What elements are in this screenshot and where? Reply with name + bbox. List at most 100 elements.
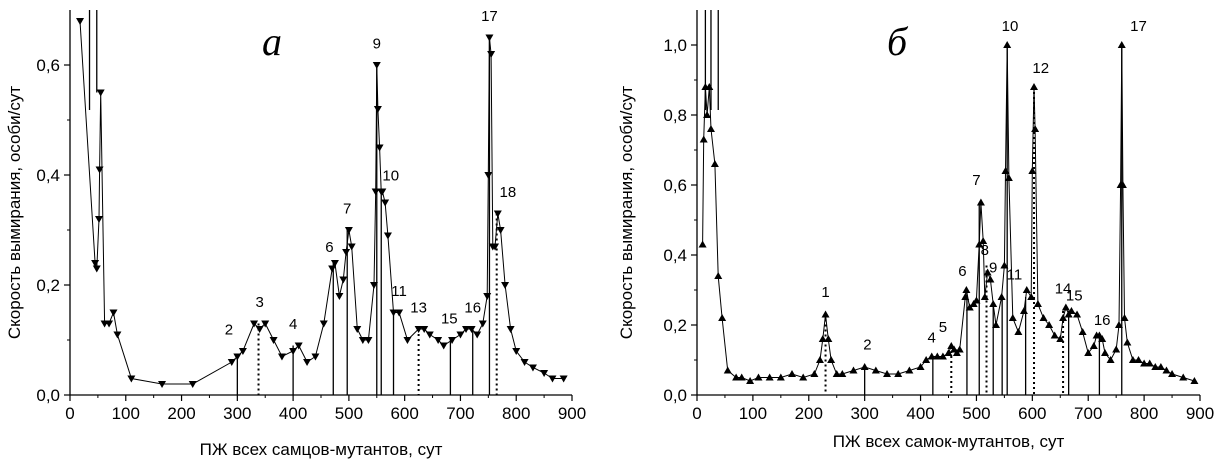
data-point xyxy=(1106,356,1115,363)
data-point xyxy=(927,352,936,360)
data-point xyxy=(330,260,339,267)
x-tick-label: 0 xyxy=(65,404,74,423)
data-point xyxy=(91,260,100,267)
peak-label: 3 xyxy=(255,294,263,311)
data-point xyxy=(373,106,382,113)
data-point xyxy=(754,373,763,381)
data-point xyxy=(311,353,320,361)
data-point xyxy=(484,172,493,179)
data-point xyxy=(765,373,774,381)
data-point xyxy=(269,337,278,344)
data-point xyxy=(746,377,755,384)
x-tick-label: 400 xyxy=(906,404,934,423)
data-point xyxy=(1117,41,1126,48)
series-line xyxy=(79,20,564,385)
data-point xyxy=(76,18,85,25)
data-point xyxy=(493,210,502,218)
data-point xyxy=(737,373,746,381)
data-point xyxy=(732,373,741,381)
data-point xyxy=(559,375,568,383)
data-point xyxy=(342,249,351,256)
data-point xyxy=(92,265,101,273)
data-point xyxy=(989,300,998,307)
data-point xyxy=(1084,349,1093,356)
data-point xyxy=(710,160,719,167)
peak-label: 17 xyxy=(481,8,498,25)
data-point xyxy=(1179,373,1188,381)
data-point xyxy=(158,381,167,388)
data-point xyxy=(997,293,1006,300)
data-point xyxy=(1033,300,1042,307)
data-point xyxy=(378,188,387,196)
data-point xyxy=(127,375,136,383)
peak-label: 11 xyxy=(391,283,407,300)
data-point xyxy=(1190,377,1199,384)
data-point xyxy=(944,349,953,356)
data-point xyxy=(1162,366,1171,374)
data-point xyxy=(289,348,298,355)
data-point xyxy=(1089,342,1098,349)
peak-label: 15 xyxy=(441,311,458,328)
peak-label: 12 xyxy=(1032,60,1049,77)
data-point xyxy=(955,345,964,353)
data-point xyxy=(113,331,122,339)
data-point xyxy=(1114,321,1123,328)
x-tick-label: 500 xyxy=(962,404,990,423)
data-point xyxy=(238,348,247,355)
data-point xyxy=(894,370,903,377)
peak-label: 9 xyxy=(989,260,997,277)
y-tick-label: 0,0 xyxy=(36,386,60,405)
data-point xyxy=(992,321,1001,328)
x-tick-label: 800 xyxy=(502,404,530,423)
peak-label: 7 xyxy=(972,172,980,189)
data-point xyxy=(375,144,384,152)
data-point xyxy=(827,356,836,363)
data-point xyxy=(1100,349,1109,356)
data-point xyxy=(1061,303,1070,311)
data-point xyxy=(109,309,118,317)
data-point xyxy=(776,373,785,381)
data-point xyxy=(105,320,114,328)
data-point xyxy=(478,320,487,328)
data-point xyxy=(933,352,942,360)
y-tick-label: 0,4 xyxy=(663,246,687,265)
data-point xyxy=(1067,307,1076,314)
data-point xyxy=(372,62,381,69)
data-point xyxy=(883,370,892,377)
data-point xyxy=(972,296,981,304)
data-point xyxy=(1156,363,1165,370)
peak-label: 16 xyxy=(1094,312,1111,329)
data-point xyxy=(548,375,557,383)
peak-label: 16 xyxy=(464,300,481,317)
data-point xyxy=(369,282,378,289)
peak-label: 1 xyxy=(821,284,829,301)
data-point xyxy=(983,268,992,276)
x-tick-label: 600 xyxy=(1018,404,1046,423)
data-point xyxy=(381,199,390,207)
data-point xyxy=(506,326,515,333)
x-tick-label: 0 xyxy=(692,404,701,423)
x-tick-label: 900 xyxy=(1186,404,1214,423)
peak-label: 14 xyxy=(1055,281,1072,298)
data-point xyxy=(788,370,797,377)
data-point xyxy=(319,320,328,328)
data-point xyxy=(1050,331,1059,339)
data-point xyxy=(1059,314,1068,321)
data-point xyxy=(838,370,847,377)
chart-panel-2: 0 100 200 300 400 500 600 700 800 900 0,0 0,2 0,4 0,6… xyxy=(617,10,1214,451)
data-point xyxy=(871,366,880,374)
data-point xyxy=(980,293,989,300)
data-point xyxy=(294,342,303,350)
x-tick-label: 600 xyxy=(390,404,418,423)
data-point xyxy=(328,265,337,273)
data-point xyxy=(1022,286,1031,293)
x-tick-label: 300 xyxy=(850,404,878,423)
data-point xyxy=(255,326,264,333)
peak-label: 10 xyxy=(1002,18,1019,35)
data-point xyxy=(95,166,104,174)
peak-label: 18 xyxy=(500,184,517,201)
data-point xyxy=(860,363,869,370)
peak-label: 7 xyxy=(343,201,351,218)
peak-label: 6 xyxy=(958,263,966,280)
data-point xyxy=(353,326,362,333)
